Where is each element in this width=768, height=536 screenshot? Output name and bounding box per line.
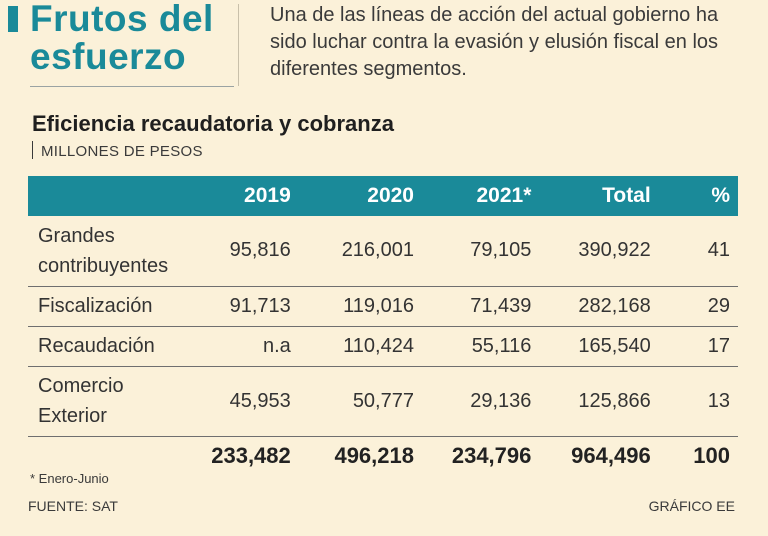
header-divider: [238, 4, 239, 86]
table-cell: 390,922: [539, 216, 659, 287]
table-cell: 95,816: [203, 216, 299, 287]
table-cell: 216,001: [298, 216, 422, 287]
total-cell: 964,496: [571, 443, 651, 469]
chart-title: Eficiencia recaudatoria y cobranza: [32, 111, 394, 136]
table-cell: 110,424: [298, 326, 422, 367]
chart-subtitle-text: MILLONES DE PESOS: [41, 143, 203, 160]
row-label: Grandes contribuyentes: [28, 216, 204, 287]
table-row: Grandes contribuyentes 95,816 216,001 79…: [28, 216, 738, 287]
total-cell: 100: [693, 443, 730, 469]
chart-subtitle: MILLONES DE PESOS: [32, 141, 203, 161]
accent-bar: [8, 6, 18, 32]
row-label: Comercio Exterior: [28, 366, 204, 437]
table-cell: 50,777: [298, 366, 422, 437]
table-cell: 29: [658, 286, 738, 327]
column-header: 2019: [244, 184, 291, 207]
data-table-wrapper: 2019 2020 2021* Total % Grandes contribu…: [28, 176, 738, 476]
headline-rule: [30, 86, 234, 87]
table-cell: 79,105: [421, 216, 540, 287]
table-cell: 17: [658, 326, 738, 367]
source-credit: FUENTE: SAT: [28, 498, 118, 514]
table-cell: 71,439: [421, 286, 540, 327]
totals-row: 233,482 496,218 234,796 964,496 100: [28, 436, 738, 476]
total-cell: 496,218: [334, 443, 414, 469]
table-row: Comercio Exterior 45,953 50,777 29,136 1…: [28, 366, 738, 437]
table-row: Fiscalización 91,713 119,016 71,439 282,…: [28, 286, 738, 327]
column-header: %: [711, 184, 730, 207]
table-cell: 55,116: [421, 326, 540, 367]
table-cell: 119,016: [298, 286, 422, 327]
table-cell: 165,540: [539, 326, 659, 367]
column-header: 2021*: [476, 184, 532, 207]
footnote: * Enero-Junio: [30, 471, 109, 486]
data-table: 2019 2020 2021* Total % Grandes contribu…: [28, 176, 738, 476]
total-cell: 234,796: [451, 443, 532, 469]
column-header: Total: [602, 184, 651, 207]
column-header: [28, 176, 203, 216]
graphic-credit: GRÁFICO EE: [648, 498, 735, 514]
table-cell: n.a: [203, 326, 299, 367]
row-label: Recaudación: [28, 326, 204, 367]
table-cell: 41: [658, 216, 738, 287]
lead-paragraph: Una de las líneas de acción del actual g…: [270, 4, 719, 80]
subtitle-pipe: [32, 141, 33, 160]
table-row: Recaudación n.a 110,424 55,116 165,540 1…: [28, 326, 738, 367]
total-cell: 233,482: [211, 443, 291, 469]
table-cell: 125,866: [539, 366, 659, 437]
column-header: 2020: [367, 184, 414, 207]
row-label: Fiscalización: [28, 286, 204, 327]
table-cell: 45,953: [203, 366, 299, 437]
table-cell: 282,168: [539, 286, 659, 327]
table-cell: 13: [658, 366, 738, 437]
table-cell: 29,136: [421, 366, 540, 437]
totals-label: [28, 436, 203, 476]
headline: Frutos del esfuerzo: [30, 0, 214, 77]
table-cell: 91,713: [203, 286, 299, 327]
table-header-row: 2019 2020 2021* Total %: [28, 176, 738, 216]
